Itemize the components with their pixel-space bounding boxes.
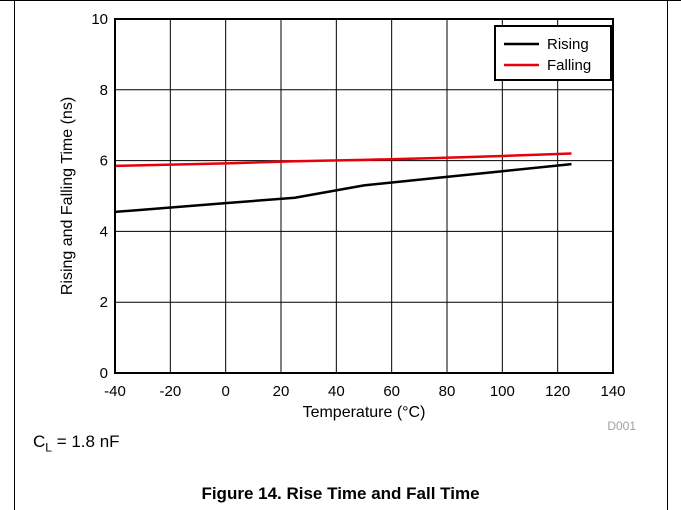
y-axis-label: Rising and Falling Time (ns) [59, 97, 76, 295]
load-capacitance-note: CL = 1.8 nF [33, 432, 120, 454]
plot-frame [114, 18, 614, 374]
x-tick-label: 20 [273, 383, 290, 400]
x-tick-label: -20 [159, 383, 181, 400]
frame-top-border [0, 0, 681, 1]
y-tick-label: 4 [100, 223, 108, 240]
series-line-rising [114, 162, 572, 214]
x-axis-label: Temperature (°C) [303, 404, 426, 421]
x-tick-label: 60 [383, 383, 400, 400]
x-tick-label: 140 [600, 383, 625, 400]
load-note-prefix: C [33, 432, 46, 451]
frame-right-border [667, 0, 668, 510]
plot-grid [115, 19, 613, 373]
x-tick-label: 0 [221, 383, 229, 400]
y-tick-label: 8 [100, 82, 108, 99]
x-tick-label: 40 [328, 383, 345, 400]
x-tick-label: 100 [490, 383, 515, 400]
rise-fall-time-chart: -40 -20 0 20 40 60 80 100 120 140 0 2 4 6 8 10 Temperat… [59, 11, 636, 433]
x-tick-label: -40 [104, 383, 126, 400]
load-note-subscript: L [45, 440, 52, 455]
frame-left-border [14, 0, 15, 510]
y-tick-label: 6 [100, 153, 108, 170]
axis-ticks: -40 -20 0 20 40 60 80 100 120 140 0 2 4 6 8 10 [91, 11, 625, 400]
series-line-falling [114, 152, 572, 168]
plot-series [114, 152, 572, 214]
legend-box [494, 25, 612, 81]
legend-label-falling: Falling [547, 57, 591, 74]
y-tick-label: 2 [100, 294, 108, 311]
load-note-value: = 1.8 nF [51, 432, 120, 451]
x-tick-label: 80 [439, 383, 456, 400]
chart-code-annotation: D001 [607, 419, 636, 433]
legend-label-rising: Rising [547, 36, 589, 53]
legend: Rising Falling [494, 25, 612, 81]
figure-caption: Figure 14. Rise Time and Fall Time [201, 484, 480, 503]
x-tick-label: 120 [545, 383, 570, 400]
y-tick-label: 0 [100, 365, 108, 382]
y-tick-label: 10 [91, 11, 108, 28]
